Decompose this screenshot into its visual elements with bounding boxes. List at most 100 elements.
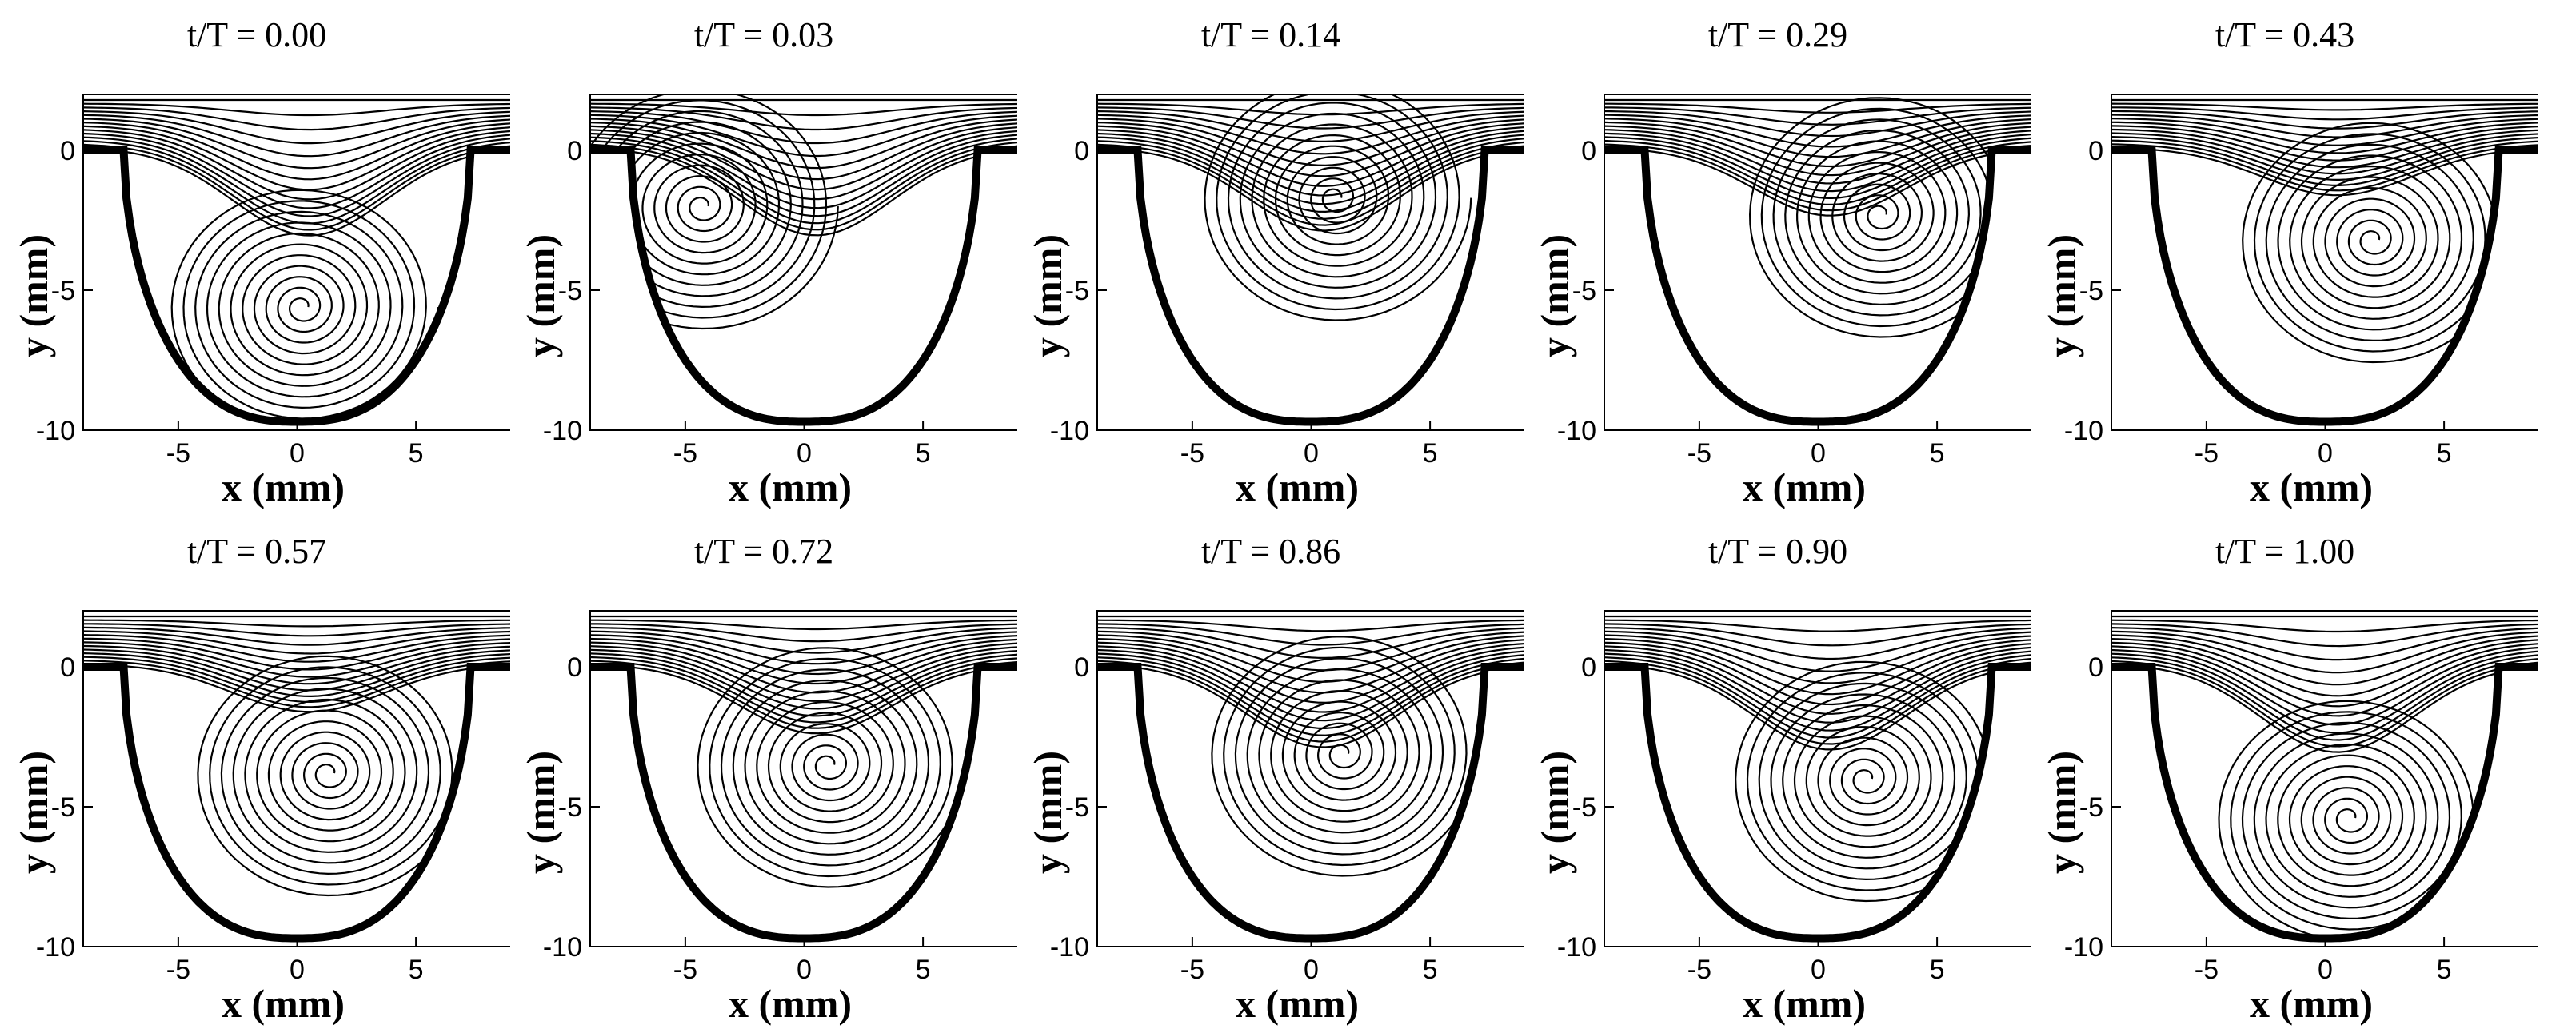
y-tick-label: 0 — [1074, 136, 1089, 166]
streamline — [590, 114, 1017, 158]
x-tick-label: 0 — [1811, 438, 1826, 469]
streamline — [590, 143, 1017, 231]
vortex-spiral — [697, 647, 965, 888]
streamline — [83, 641, 510, 678]
x-tick-label: 0 — [2318, 438, 2333, 469]
streamline — [83, 630, 510, 655]
x-tick-label: -5 — [673, 955, 697, 985]
x-axis-label: x (mm) — [221, 465, 345, 509]
streamline — [2111, 102, 2538, 111]
streamline-plot: -5 0 5 0 -5 -10 — [1050, 94, 1524, 469]
x-axis-label: x (mm) — [2249, 465, 2374, 509]
x-tick-label: 0 — [1304, 955, 1319, 985]
panel-4: t/T = 0.29 -5 0 5 0 -5 -10 x (mm) y (mm) — [1524, 0, 2031, 516]
panel-title: t/T = 0.90 — [1707, 532, 1848, 571]
streamline — [590, 110, 1017, 145]
y-axis-label: y (mm) — [2039, 750, 2084, 875]
panel-title: t/T = 0.43 — [2215, 15, 2355, 54]
streamlines — [2111, 98, 2538, 430]
streamline — [590, 129, 1017, 201]
streamline — [1097, 660, 1524, 743]
y-tick-label: 0 — [60, 136, 75, 166]
streamline — [1604, 660, 2031, 745]
streamline-plot: -5 0 5 0 -5 -10 — [36, 610, 510, 985]
y-tick-label: -5 — [1065, 276, 1089, 306]
streamline — [83, 114, 510, 158]
streamline-plot: -5 0 5 0 -5 -10 — [1557, 610, 2031, 985]
panel-10: t/T = 1.00 -5 0 5 0 -5 -10 x (mm) y (mm) — [2031, 516, 2538, 1033]
streamline — [1604, 139, 2031, 206]
streamline — [1097, 140, 1524, 220]
vortex-spiral — [170, 189, 439, 430]
streamline — [2111, 619, 2538, 633]
panel-2: t/T = 0.03 -5 0 5 0 -5 -10 x (mm) y (mm) — [510, 0, 1017, 516]
streamline — [1097, 106, 1524, 130]
streamline — [590, 125, 1017, 191]
streamline — [2111, 656, 2538, 741]
x-tick-label: -5 — [166, 438, 190, 469]
streamline — [83, 626, 510, 646]
streamlines — [83, 615, 510, 947]
streamline — [590, 660, 1017, 729]
x-axis-label: x (mm) — [1742, 465, 1867, 509]
vortex-spiral — [1211, 636, 1480, 877]
y-tick-label: -5 — [1572, 276, 1596, 306]
streamline — [83, 143, 510, 231]
streamline — [2111, 641, 2538, 708]
streamline — [83, 663, 510, 713]
x-tick-label: 5 — [2437, 955, 2452, 985]
streamline — [2111, 143, 2538, 192]
streamline — [2111, 660, 2538, 748]
streamline-plot: -5 0 5 0 -5 -10 — [1050, 610, 1524, 985]
streamline — [590, 102, 1017, 117]
streamline — [2111, 634, 2538, 686]
streamline — [1097, 122, 1524, 177]
vortex-spiral — [197, 655, 465, 897]
streamline — [83, 652, 510, 698]
streamlines — [83, 98, 510, 430]
streamline — [1097, 147, 1524, 232]
streamline — [1604, 630, 2031, 672]
streamline — [590, 641, 1017, 694]
streamline — [1604, 645, 2031, 715]
streamline — [590, 623, 1017, 643]
x-axis-label: x (mm) — [2249, 981, 2374, 1026]
streamline-plot: -5 0 5 0 -5 -10 — [543, 610, 1017, 985]
y-axis-label: y (mm) — [1532, 233, 1577, 358]
y-tick-label: 0 — [567, 136, 582, 166]
streamline — [2111, 132, 2538, 175]
y-tick-label: -10 — [1557, 416, 1596, 446]
panel-7: t/T = 0.72 -5 0 5 0 -5 -10 x (mm) y (mm) — [510, 516, 1017, 1033]
x-tick-label: 0 — [797, 438, 812, 469]
y-axis-label: y (mm) — [518, 750, 563, 875]
x-tick-label: -5 — [673, 438, 697, 469]
y-tick-label: -10 — [36, 932, 75, 963]
vortex-spiral — [2218, 700, 2486, 942]
streamline — [2111, 114, 2538, 138]
y-tick-label: -5 — [51, 276, 75, 306]
streamline — [2111, 638, 2538, 697]
streamline — [590, 626, 1017, 654]
panel-title: t/T = 0.57 — [186, 532, 327, 571]
x-tick-label: -5 — [2195, 438, 2219, 469]
streamline — [83, 125, 510, 191]
panel-title: t/T = 0.72 — [693, 532, 834, 571]
streamline — [83, 648, 510, 692]
panel-title: t/T = 0.03 — [693, 15, 834, 54]
x-axis-label: x (mm) — [1235, 981, 1360, 1026]
streamline — [1097, 630, 1524, 672]
streamline — [1604, 125, 2031, 177]
panel-9: t/T = 0.90 -5 0 5 0 -5 -10 x (mm) y (mm) — [1524, 516, 2031, 1033]
streamline-plot: -5 0 5 0 -5 -10 — [543, 94, 1017, 469]
x-tick-label: 5 — [1423, 955, 1438, 985]
streamline — [590, 630, 1017, 665]
x-tick-label: 0 — [797, 955, 812, 985]
streamline — [2111, 652, 2538, 734]
x-axis-label: x (mm) — [1742, 981, 1867, 1026]
streamline-plot: -5 0 5 0 -5 -10 — [36, 94, 510, 469]
streamline — [2111, 627, 2538, 661]
y-tick-label: -5 — [558, 792, 582, 823]
streamline — [83, 132, 510, 209]
streamline — [1097, 118, 1524, 166]
streamlines — [590, 94, 1017, 430]
